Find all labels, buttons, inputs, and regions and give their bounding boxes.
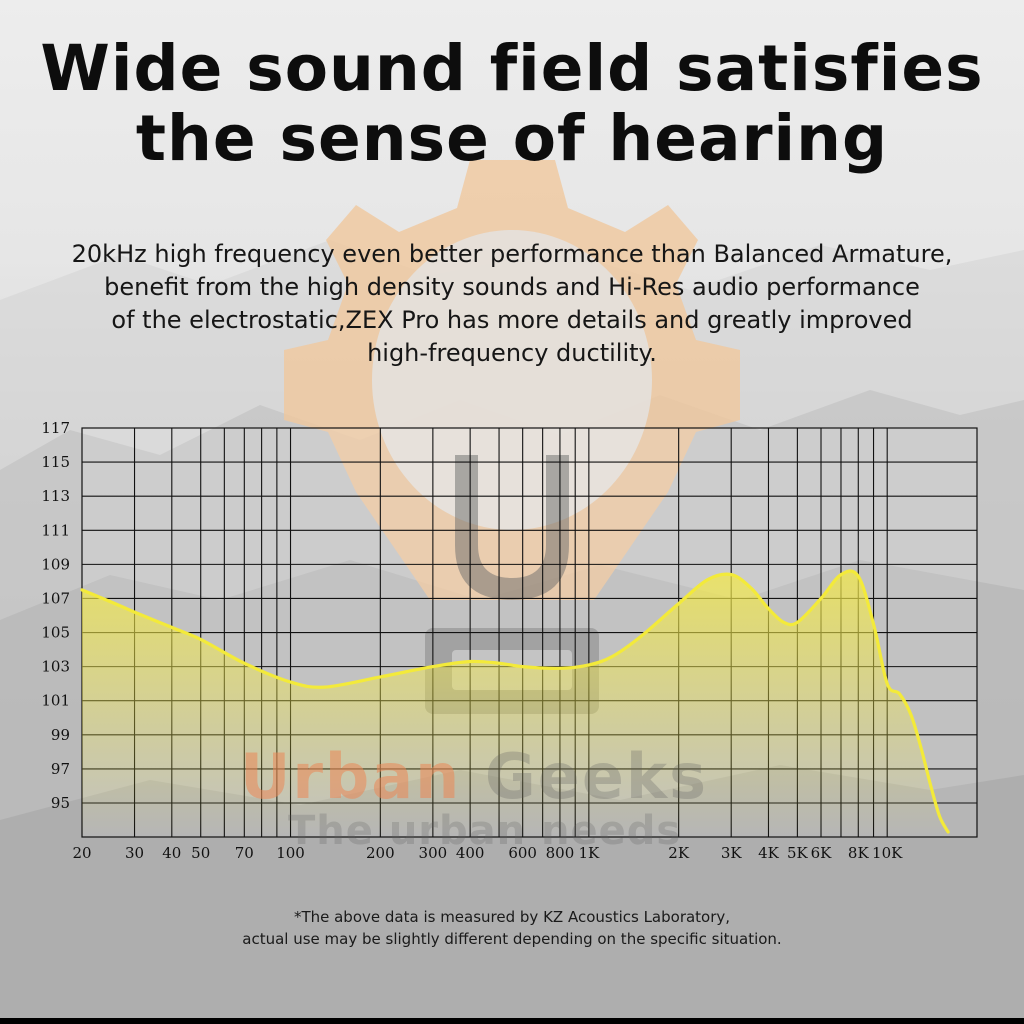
y-tick-label: 109	[41, 555, 70, 573]
description: 20kHz high frequency even better perform…	[0, 238, 1024, 370]
description-line-2: benefit from the high density sounds and…	[104, 273, 920, 301]
x-tick-label: 70	[235, 844, 254, 862]
x-tick-label: 800	[546, 844, 575, 862]
x-tick-label: 6K	[811, 844, 833, 862]
footnote: *The above data is measured by KZ Acoust…	[0, 906, 1024, 950]
y-tick-label: 115	[41, 453, 70, 471]
y-tick-label: 101	[41, 692, 70, 710]
x-tick-label: 300	[419, 844, 448, 862]
x-tick-label: 600	[508, 844, 537, 862]
x-tick-label: 3K	[721, 844, 743, 862]
x-tick-label: 20	[72, 844, 91, 862]
y-tick-label: 113	[41, 487, 70, 505]
y-tick-label: 103	[41, 658, 70, 676]
x-tick-label: 200	[366, 844, 395, 862]
x-tick-label: 2K	[668, 844, 690, 862]
x-tick-label: 4K	[758, 844, 780, 862]
y-tick-label: 95	[51, 794, 70, 812]
response-curve	[80, 569, 950, 834]
y-tick-label: 99	[51, 726, 70, 744]
y-tick-label: 97	[51, 760, 70, 778]
description-line-4: high-frequency ductility.	[367, 339, 657, 367]
x-tick-label: 8K	[848, 844, 870, 862]
headline-line-2: the sense of hearing	[135, 102, 889, 175]
footnote-line-2: actual use may be slightly different dep…	[242, 930, 782, 948]
x-tick-label: 100	[276, 844, 305, 862]
y-tick-label: 107	[41, 589, 70, 607]
y-tick-label: 105	[41, 624, 70, 642]
response-area	[82, 570, 949, 837]
bottom-border	[0, 1018, 1024, 1024]
x-tick-label: 40	[162, 844, 181, 862]
x-tick-label: 5K	[787, 844, 809, 862]
headline: Wide sound field satisfies the sense of …	[0, 34, 1024, 174]
description-line-3: of the electrostatic,ZEX Pro has more de…	[111, 306, 913, 334]
y-tick-label: 111	[41, 521, 70, 539]
x-tick-label: 10K	[872, 844, 903, 862]
x-tick-label: 1K	[578, 844, 600, 862]
footnote-line-1: *The above data is measured by KZ Acoust…	[293, 908, 731, 926]
x-tick-label: 30	[125, 844, 144, 862]
y-tick-label: 117	[41, 419, 70, 437]
description-line-1: 20kHz high frequency even better perform…	[71, 240, 953, 268]
x-tick-label: 400	[456, 844, 485, 862]
headline-line-1: Wide sound field satisfies	[40, 32, 984, 105]
x-tick-label: 50	[191, 844, 210, 862]
